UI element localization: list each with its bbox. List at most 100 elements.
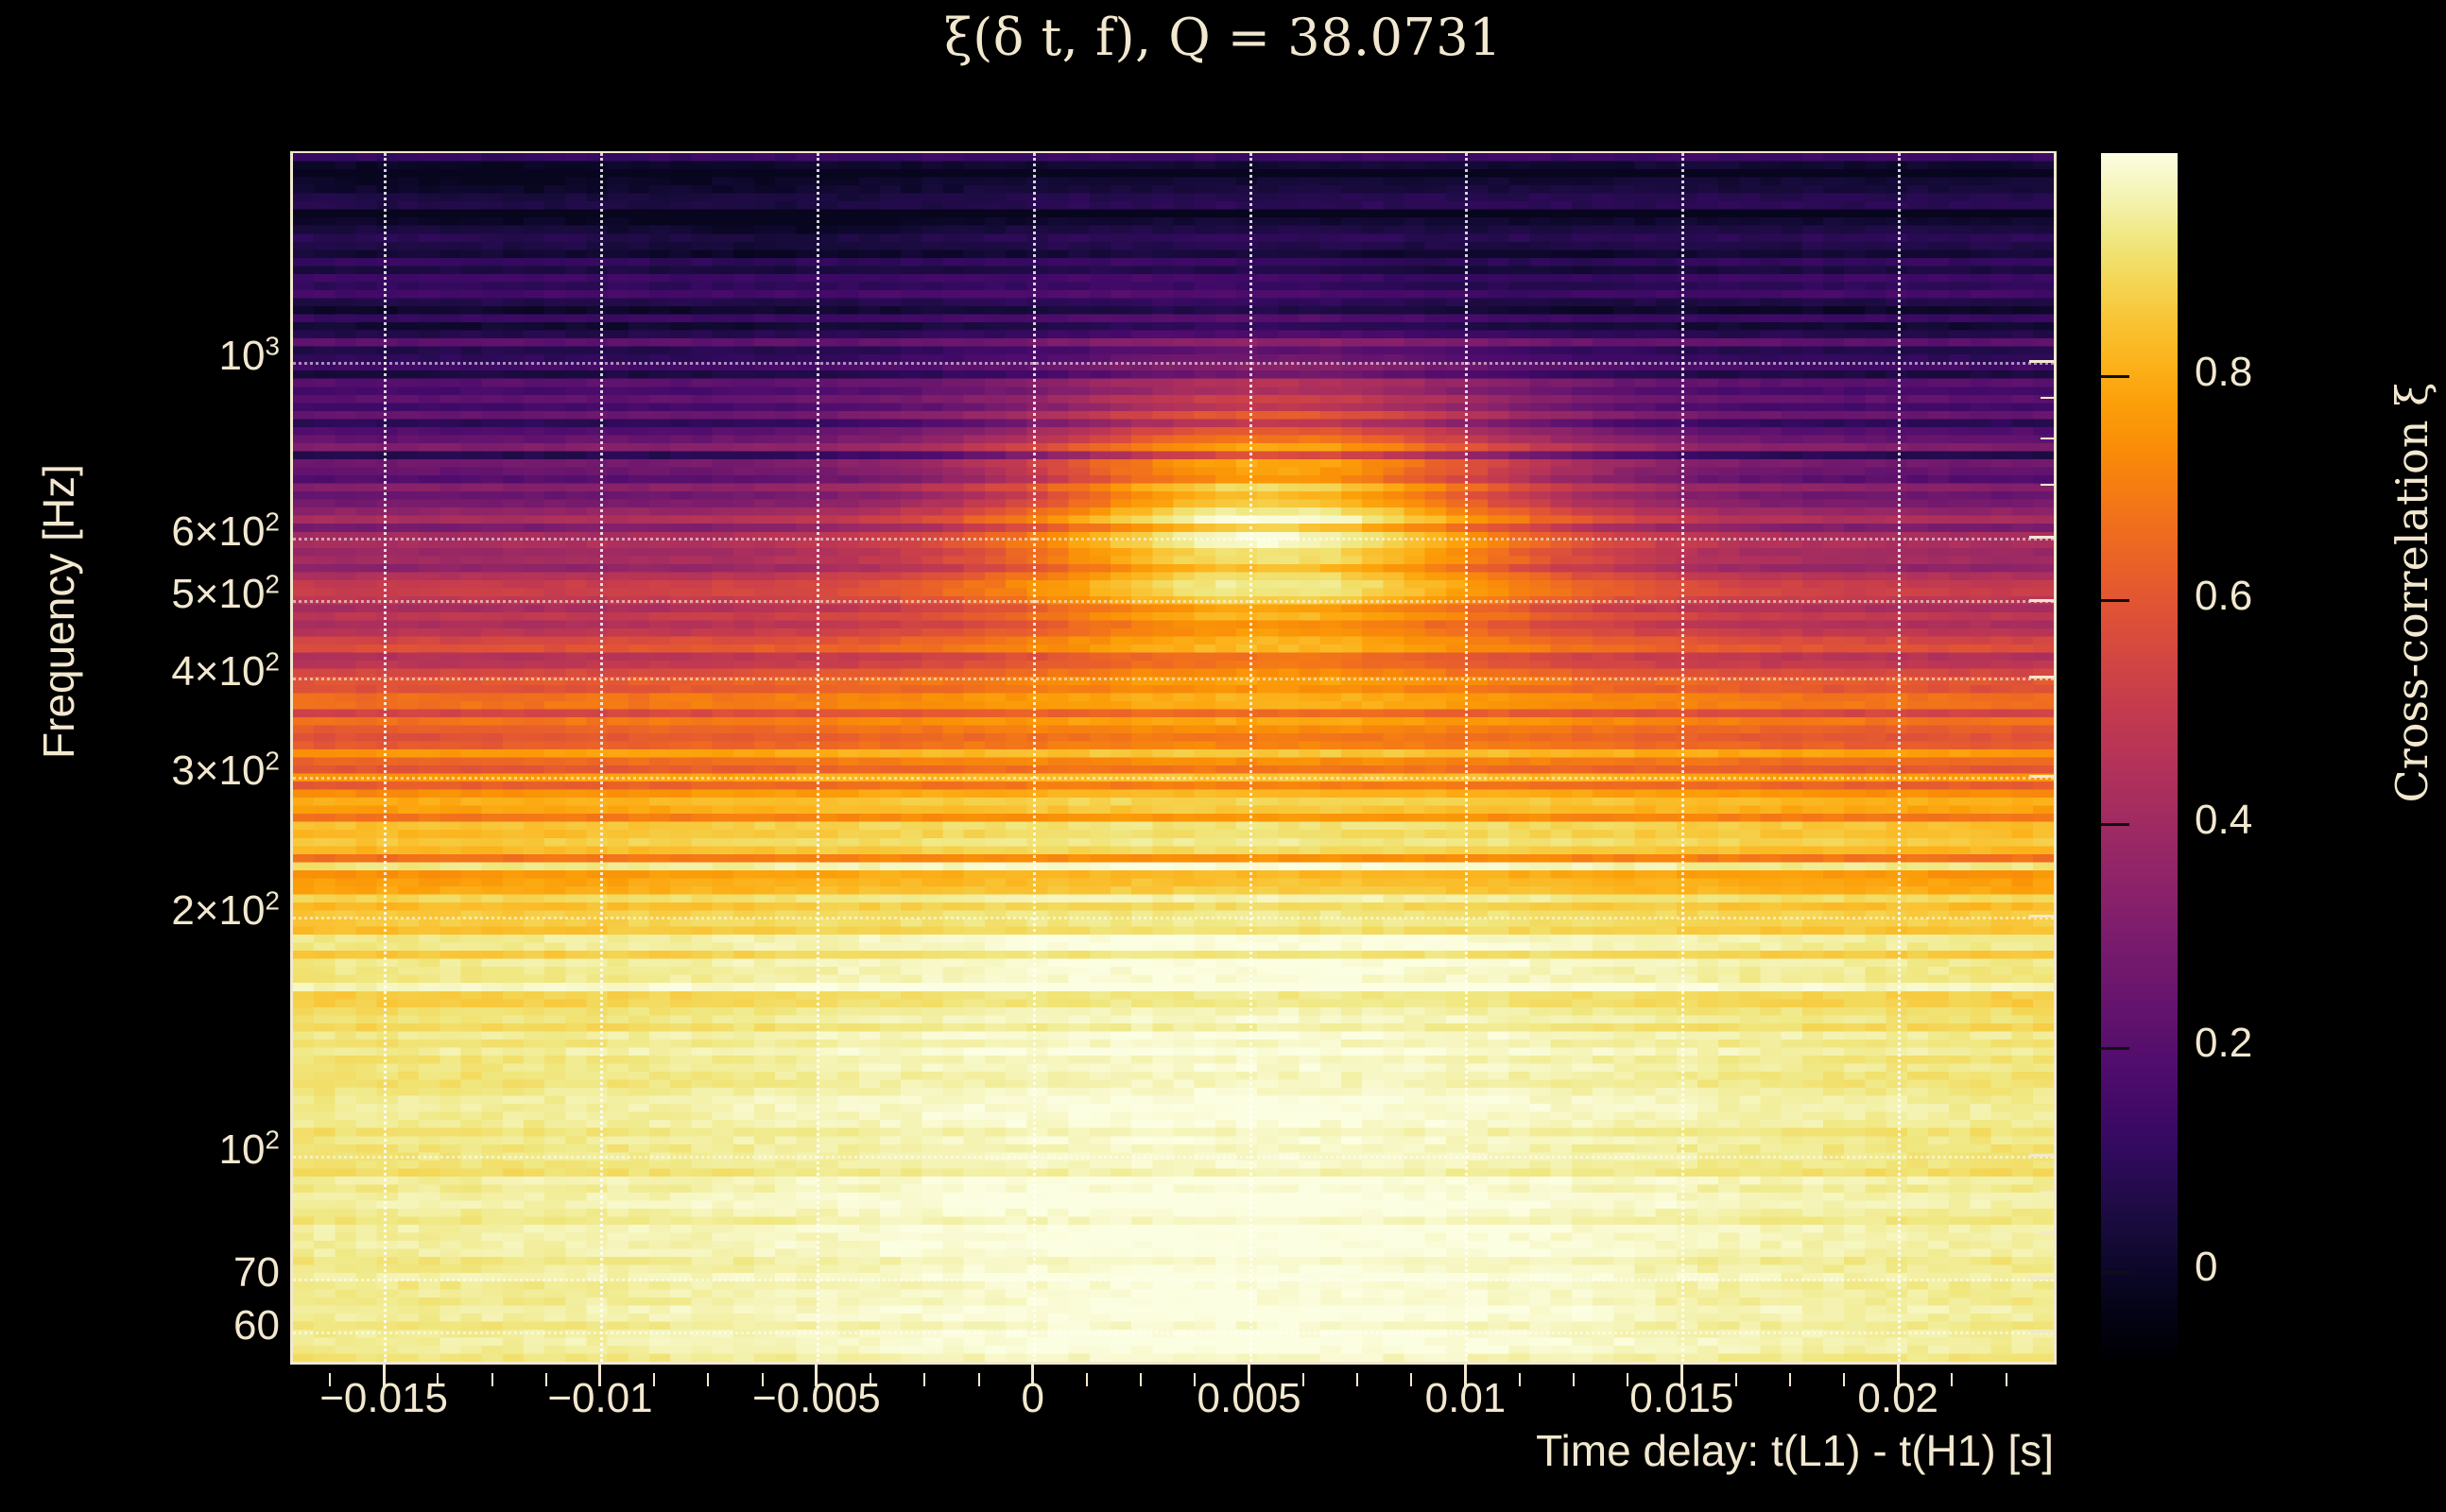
x-axis-tick-label: −0.015 xyxy=(319,1375,449,1421)
colorbar-title: Cross-correlation ξ xyxy=(2386,233,2437,952)
x-axis-tick-label: 0.01 xyxy=(1424,1375,1507,1421)
title-text: ξ(δ t, f), Q = 38.0731 xyxy=(943,8,1503,67)
y-axis-minor-tick xyxy=(2041,1231,2054,1234)
x-axis-major-tick xyxy=(815,1362,818,1386)
x-axis-minor-tick xyxy=(1842,1373,1845,1386)
y-axis-major-tick xyxy=(2029,1330,2054,1333)
gridline-horizontal xyxy=(293,361,2054,365)
x-axis-minor-tick xyxy=(437,1373,439,1386)
gridline-horizontal xyxy=(293,1278,2054,1281)
colorbar-tick-label: 0.4 xyxy=(2195,796,2253,843)
axis-spine-right xyxy=(2054,153,2057,1364)
y-axis-ticks xyxy=(1966,153,2054,1362)
x-axis-minor-tick xyxy=(1627,1373,1629,1386)
gridline-horizontal xyxy=(293,1332,2054,1335)
axis-spine-top xyxy=(290,151,2057,153)
x-axis-minor-tick xyxy=(923,1373,926,1386)
x-axis-minor-tick xyxy=(870,1373,872,1386)
x-axis-major-tick xyxy=(1896,1362,1900,1386)
x-axis-minor-tick xyxy=(653,1373,656,1386)
x-axis-minor-tick xyxy=(1356,1373,1359,1386)
x-axis-minor-tick xyxy=(1572,1373,1575,1386)
x-axis-minor-tick xyxy=(328,1373,331,1386)
x-axis-minor-tick xyxy=(1140,1373,1143,1386)
x-axis-major-tick xyxy=(1248,1362,1251,1386)
x-axis-tick-label: 0.015 xyxy=(1629,1375,1734,1421)
y-axis-tick-label: 60 xyxy=(233,1302,280,1349)
y-axis-tick-label: 103 xyxy=(218,330,280,379)
gridline-vertical xyxy=(1681,153,1685,1362)
x-axis-tick-label: −0.01 xyxy=(547,1375,653,1421)
colorbar[interactable] xyxy=(2101,153,2178,1362)
x-axis-major-tick xyxy=(1463,1362,1467,1386)
gridline-vertical xyxy=(384,153,388,1362)
y-axis-major-tick xyxy=(2029,676,2054,679)
y-axis-minor-tick xyxy=(2041,437,2054,439)
x-axis-minor-tick xyxy=(2005,1373,2007,1386)
axis-spine-bottom xyxy=(290,1362,2057,1365)
y-axis-major-tick xyxy=(2029,1277,2054,1280)
y-axis-tick-label: 2×102 xyxy=(171,885,280,934)
y-axis-tick-label: 3×102 xyxy=(171,746,280,794)
y-axis-minor-tick xyxy=(2041,483,2054,486)
gridline-vertical xyxy=(1032,153,1036,1362)
y-axis-title: Frequency [Hz] xyxy=(34,464,83,759)
colorbar-gradient xyxy=(2101,153,2178,1362)
x-axis-tick-label: −0.005 xyxy=(751,1375,881,1421)
x-axis-minor-tick xyxy=(544,1373,547,1386)
y-axis-tick-label: 6×102 xyxy=(171,507,280,555)
y-axis-major-tick xyxy=(2029,915,2054,919)
x-axis-minor-tick xyxy=(1194,1373,1197,1386)
y-axis-tick-label: 70 xyxy=(233,1248,280,1296)
x-axis-minor-tick xyxy=(1734,1373,1737,1386)
x-axis-major-tick xyxy=(382,1362,386,1386)
colorbar-tick-label: 0.6 xyxy=(2195,572,2253,619)
gridline-horizontal xyxy=(293,916,2054,919)
x-axis-minor-tick xyxy=(977,1373,980,1386)
gridline-horizontal xyxy=(293,677,2054,680)
heatmap-image xyxy=(293,153,2054,1362)
x-axis-tick-label: 0.005 xyxy=(1197,1375,1301,1421)
y-axis-tick-label: 102 xyxy=(218,1125,280,1173)
gridline-vertical xyxy=(599,153,603,1362)
x-axis-tick-label: 0.02 xyxy=(1857,1375,1939,1421)
x-axis-minor-tick xyxy=(1951,1373,1954,1386)
gridline-horizontal xyxy=(293,1155,2054,1159)
x-axis-minor-tick xyxy=(707,1373,710,1386)
x-axis-title: Time delay: t(L1) - t(H1) [s] xyxy=(1536,1426,2054,1475)
x-axis-minor-tick xyxy=(491,1373,493,1386)
x-axis-tick-label: 0 xyxy=(1021,1375,1044,1421)
colorbar-tick-label: 0.2 xyxy=(2195,1020,2253,1067)
x-axis-major-tick xyxy=(1679,1362,1683,1386)
y-axis-tick-label: 5×102 xyxy=(171,569,280,618)
heatmap-plot-area[interactable] xyxy=(293,153,2054,1362)
gridline-vertical xyxy=(1898,153,1902,1362)
y-axis-minor-tick xyxy=(2041,1191,2054,1194)
x-axis-minor-tick xyxy=(1518,1373,1521,1386)
x-axis-minor-tick xyxy=(1410,1373,1413,1386)
y-axis-minor-tick xyxy=(2041,396,2054,399)
x-axis-major-tick xyxy=(1031,1362,1035,1386)
gridline-horizontal xyxy=(293,537,2054,541)
y-axis-major-tick xyxy=(2029,360,2054,364)
x-axis-major-tick xyxy=(598,1362,602,1386)
y-axis-major-tick xyxy=(2029,536,2054,540)
x-axis-minor-tick xyxy=(761,1373,764,1386)
gridline-vertical xyxy=(1249,153,1252,1362)
x-axis-minor-tick xyxy=(1788,1373,1791,1386)
x-axis-minor-tick xyxy=(1301,1373,1304,1386)
y-axis-major-tick xyxy=(2029,1154,2054,1158)
x-axis-minor-tick xyxy=(1085,1373,1088,1386)
y-axis-tick-label: 4×102 xyxy=(171,646,280,695)
gridline-horizontal xyxy=(293,600,2054,604)
colorbar-tick-label: 0.8 xyxy=(2195,348,2253,395)
gridline-vertical xyxy=(816,153,819,1362)
axis-spine-left xyxy=(290,153,293,1364)
page-title: ξ(δ t, f), Q = 38.0731 xyxy=(0,8,2446,67)
heatmap-pixels xyxy=(293,153,2054,1362)
colorbar-title-text: Cross-correlation ξ xyxy=(2386,382,2437,803)
y-axis-major-tick xyxy=(2029,775,2054,779)
gridline-vertical xyxy=(1465,153,1469,1362)
colorbar-tick-label: 0 xyxy=(2195,1244,2218,1291)
